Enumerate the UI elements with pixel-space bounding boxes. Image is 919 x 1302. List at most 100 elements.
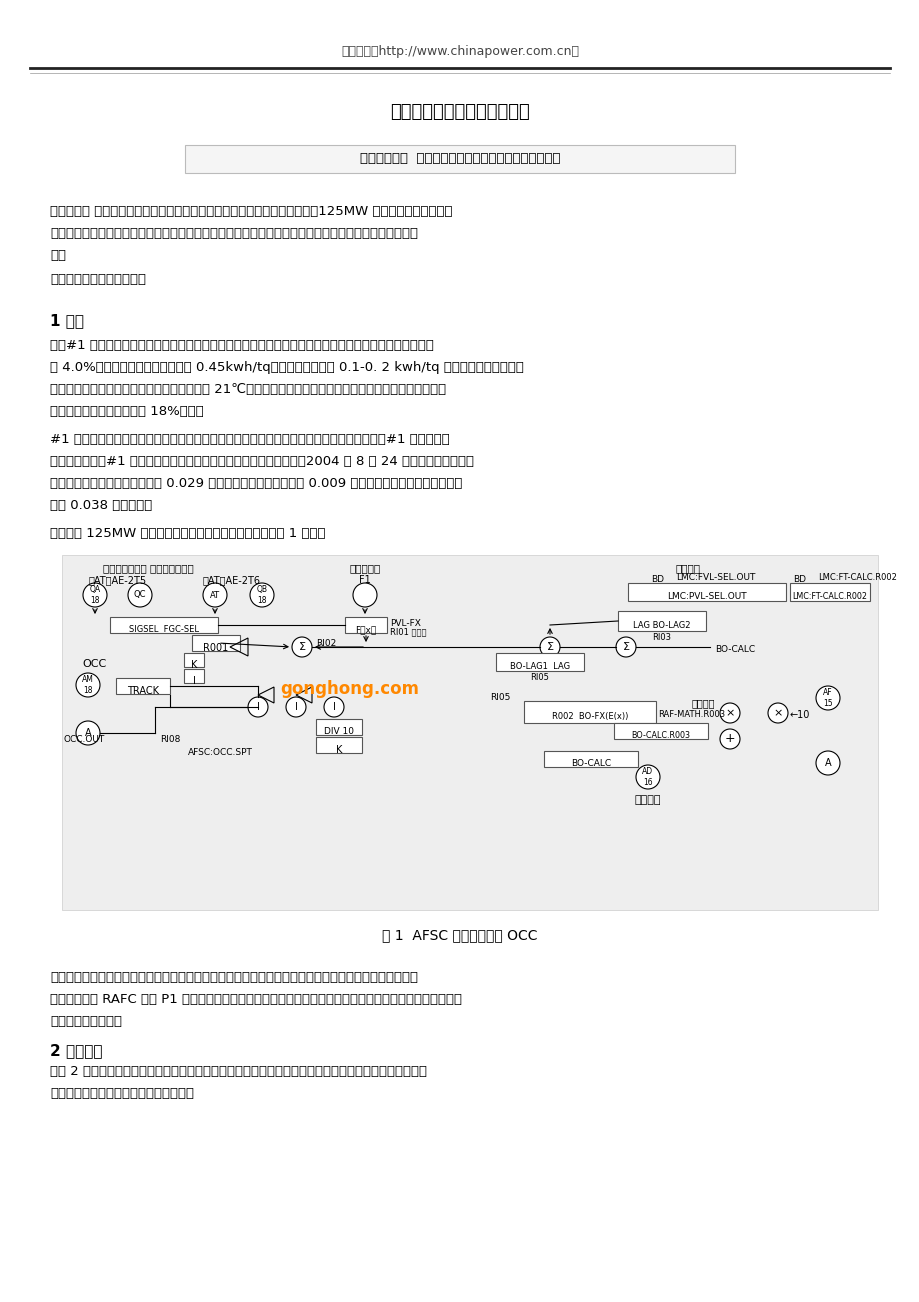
Bar	[628, 583, 785, 602]
Text: RI05: RI05	[530, 673, 549, 682]
Text: BO-LAG1  LAG: BO-LAG1 LAG	[509, 661, 570, 671]
Text: 风量指令送至送风控制系统，去控制甲乙送风机偶合器勾管开度，从而控制送风量；风量指令与实际送风: 风量指令送至送风控制系统，去控制甲乙送风机偶合器勾管开度，从而控制送风量；风量指…	[50, 971, 417, 984]
Bar	[618, 611, 705, 631]
Text: K: K	[190, 660, 197, 671]
Text: ←10: ←10	[789, 710, 810, 720]
Text: SIGSEL  FGC-SEL: SIGSEL FGC-SEL	[129, 625, 199, 634]
Text: PVL-FX: PVL-FX	[390, 618, 420, 628]
Text: OCC.OUT: OCC.OUT	[64, 736, 105, 743]
Text: I: I	[294, 702, 297, 712]
Text: BO-CALC.R003: BO-CALC.R003	[630, 730, 690, 740]
Text: BD: BD	[651, 575, 664, 585]
Text: TRACK: TRACK	[127, 686, 159, 697]
Text: 中国电力（http://www.chinapower.com.cn）: 中国电力（http://www.chinapower.com.cn）	[341, 46, 578, 59]
Bar	[613, 723, 708, 740]
Text: #1 炉预热器甲侧漏风严重，严重影响送风单耗，高负荷氧量上不去，利用停炉机会检查消除#1 炉预热器内: #1 炉预热器甲侧漏风严重，严重影响送风单耗，高负荷氧量上不去，利用停炉机会检查…	[50, 434, 449, 447]
Text: A: A	[823, 758, 831, 768]
Text: 菏泽电厂 125MW 机组采用氧量信号校正风量指令，如下图 1 所示。: 菏泽电厂 125MW 机组采用氧量信号校正风量指令，如下图 1 所示。	[50, 527, 325, 540]
Text: 部漏风点。本次#1 炉停炉备用期间，对预热器漏风管子进行了封堵，2004 年 8 月 24 日开机后观察，同负: 部漏风点。本次#1 炉停炉备用期间，对预热器漏风管子进行了封堵，2004 年 8…	[50, 454, 473, 467]
Text: I: I	[256, 702, 259, 712]
Text: LMC:FT-CALC.R002: LMC:FT-CALC.R002	[791, 592, 867, 602]
Bar	[315, 719, 361, 736]
Text: AFSC:OCC.SPT: AFSC:OCC.SPT	[187, 749, 253, 756]
Text: 件随排烟温度降低，甲侧排烟温度约比乙侧低 21℃，判断为预热器甲侧漏风，安排热力试验进行漏风测试，: 件随排烟温度降低，甲侧排烟温度约比乙侧低 21℃，判断为预热器甲侧漏风，安排热力…	[50, 383, 446, 396]
Text: 针对#1 机组送风单耗升高、氧量高负荷上不去问题进行了全面分析，通过检查发现，送风机全开，氧量只: 针对#1 机组送风单耗升高、氧量高负荷上不去问题进行了全面分析，通过检查发现，送…	[50, 339, 434, 352]
Circle shape	[248, 697, 267, 717]
Text: 作者：侯典来  单位：中国国电集团公司菏泽发电厂热工: 作者：侯典来 单位：中国国电集团公司菏泽发电厂热工	[359, 152, 560, 165]
Text: 有 4.0%左右，同时送风机单耗上升 0.45kwh/tq，引风机单耗也有 0.1-0. 2 kwh/tq 的升高，同时甲侧烟道: 有 4.0%左右，同时送风机单耗上升 0.45kwh/tq，引风机单耗也有 0.…	[50, 361, 523, 374]
Text: I: I	[192, 676, 195, 686]
Text: gonghong.com: gonghong.com	[279, 680, 418, 698]
Text: Σ: Σ	[622, 642, 629, 652]
Text: F（x）: F（x）	[355, 625, 376, 634]
Bar	[543, 751, 637, 767]
Text: RAF-MATH.R003: RAF-MATH.R003	[657, 710, 724, 719]
Text: 2 测氧原理: 2 测氧原理	[50, 1043, 102, 1059]
Text: A: A	[85, 728, 91, 738]
Text: BO-CALC: BO-CALC	[714, 644, 754, 654]
Text: 降低 0.038 个百分点。: 降低 0.038 个百分点。	[50, 499, 152, 512]
Circle shape	[76, 721, 100, 745]
Circle shape	[635, 766, 659, 789]
Text: QA
18: QA 18	[89, 586, 100, 604]
Circle shape	[539, 637, 560, 658]
Circle shape	[83, 583, 107, 607]
Text: QC: QC	[133, 591, 146, 599]
Text: 【关键词：】氧化锆，标定: 【关键词：】氧化锆，标定	[50, 273, 146, 286]
Text: ×: ×	[773, 708, 782, 717]
Circle shape	[720, 703, 739, 723]
Text: （AT）AE-2T5: （AT）AE-2T5	[89, 575, 147, 585]
Circle shape	[76, 673, 100, 697]
Text: F1: F1	[358, 575, 370, 585]
Bar	[62, 555, 877, 910]
Text: OCC: OCC	[82, 659, 106, 669]
Circle shape	[815, 686, 839, 710]
Text: 成一个氧化锆测氧电池，即氧浓差电池。: 成一个氧化锆测氧电池，即氧浓差电池。	[50, 1087, 194, 1100]
Text: BD: BD	[792, 575, 806, 585]
Circle shape	[128, 583, 152, 607]
Bar	[315, 737, 361, 753]
Bar	[524, 700, 655, 723]
Text: LAG BO-LAG2: LAG BO-LAG2	[632, 621, 690, 630]
Text: DIV 10: DIV 10	[323, 727, 354, 736]
Text: LMC:FT-CALC.R002: LMC:FT-CALC.R002	[817, 573, 896, 582]
Text: LMC:FVL-SEL.OUT: LMC:FVL-SEL.OUT	[675, 573, 754, 582]
Text: 图 1  AFSC 氧量校正回路 OCC: 图 1 AFSC 氧量校正回路 OCC	[381, 928, 538, 943]
Text: BO-CALC: BO-CALC	[571, 759, 610, 768]
Text: 实际风量: 实际风量	[691, 698, 715, 708]
Text: 【摘要：】 本文通过氧化锆分析仪在菏泽电厂的成功应用案例，详细论述了125MW 机组锅炉采用氧化锆氧: 【摘要：】 本文通过氧化锆分析仪在菏泽电厂的成功应用案例，详细论述了125MW …	[50, 204, 452, 217]
Text: 甲侧烟气含氧量 乙侧烟气含氧量: 甲侧烟气含氧量 乙侧烟气含氧量	[103, 562, 193, 573]
Text: 1 前言: 1 前言	[50, 312, 84, 328]
Text: 风量指令: 风量指令	[634, 796, 661, 805]
Circle shape	[286, 697, 306, 717]
Circle shape	[291, 637, 312, 658]
Text: RI05: RI05	[490, 693, 510, 702]
Text: RI01 暂不用: RI01 暂不用	[390, 628, 426, 635]
Text: 如图 2 所示，在氧化锆管底的内外表面有两个铂电极，即参比电极和测量电极，分别带有两根铂引线，构: 如图 2 所示，在氧化锆管底的内外表面有两个铂电极，即参比电极和测量电极，分别带…	[50, 1065, 426, 1078]
Circle shape	[353, 583, 377, 607]
Circle shape	[250, 583, 274, 607]
Text: R002  BO-FX(E(x)): R002 BO-FX(E(x))	[551, 712, 628, 721]
Text: 等。: 等。	[50, 249, 66, 262]
Text: AT: AT	[210, 591, 220, 599]
Text: 锅炉指令: 锅炉指令	[675, 562, 699, 573]
Bar	[185, 145, 734, 173]
Circle shape	[323, 697, 344, 717]
Text: 从而控制炉膛负压。: 从而控制炉膛负压。	[50, 1016, 122, 1029]
Text: QB
18: QB 18	[256, 586, 267, 604]
Bar	[495, 654, 584, 671]
Bar	[192, 635, 240, 651]
Text: RI08: RI08	[160, 736, 180, 743]
Bar	[184, 669, 204, 684]
Text: ×: ×	[724, 708, 734, 717]
Text: AM
18: AM 18	[82, 676, 94, 695]
Text: +: +	[724, 733, 734, 746]
Text: AD
16: AD 16	[641, 767, 652, 786]
Circle shape	[616, 637, 635, 658]
Text: AF
15: AF 15	[823, 689, 832, 708]
Text: 荷、同氧量下，送风耗电率降低 0.029 个百分点，引风耗电率降低 0.009 个百分点，送、引风耗电率合计: 荷、同氧量下，送风耗电率降低 0.029 个百分点，引风耗电率降低 0.009 …	[50, 477, 462, 490]
Text: 发现甲侧预热器漏风率高达 18%以上。: 发现甲侧预热器漏风率高达 18%以上。	[50, 405, 203, 418]
Text: K: K	[335, 745, 342, 755]
Circle shape	[815, 751, 839, 775]
Text: RI02: RI02	[315, 639, 335, 648]
